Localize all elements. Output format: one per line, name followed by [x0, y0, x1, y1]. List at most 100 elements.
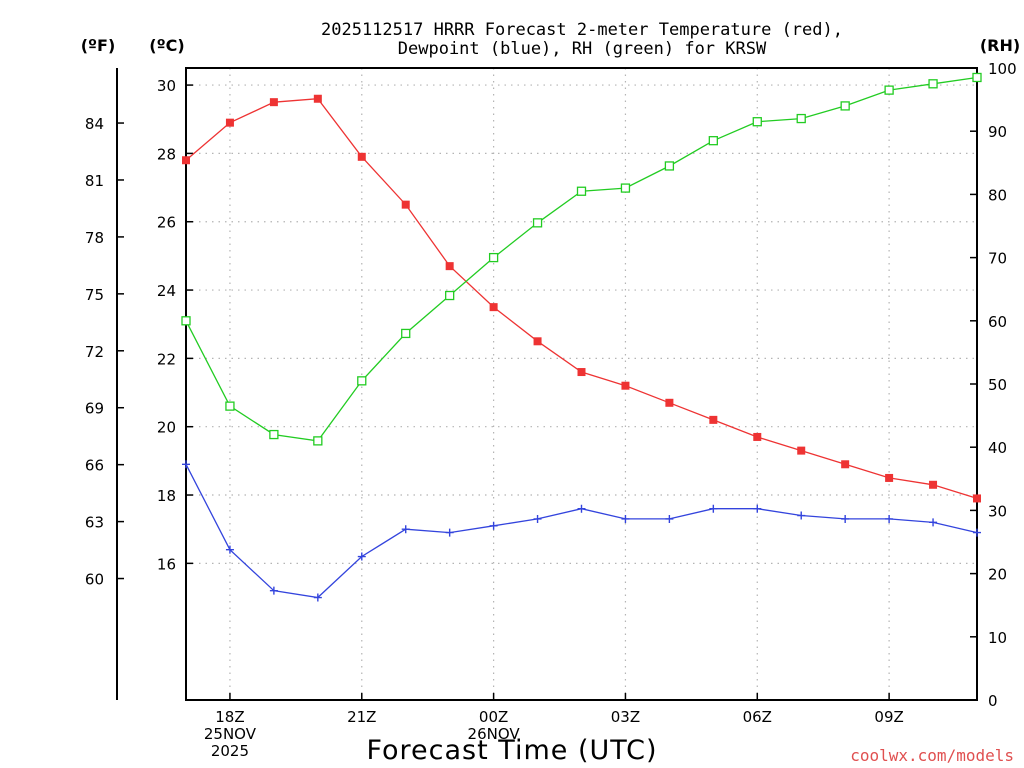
- rh-tick-label: 80: [988, 186, 1007, 204]
- dewpoint-point: [182, 460, 190, 469]
- dewpoint-point: [841, 514, 850, 523]
- celsius-tick-label: 30: [157, 77, 176, 95]
- x-tick-label: 03Z: [611, 708, 640, 726]
- rh-point: [269, 429, 279, 440]
- rh-point: [532, 218, 543, 228]
- grid-lines: [186, 68, 977, 700]
- temperature-point: [753, 432, 762, 441]
- temperature-point: [665, 398, 674, 407]
- dewpoint-point: [621, 514, 630, 523]
- fahrenheit-tick-label: 69: [85, 400, 104, 418]
- rh-tick-label: 0: [988, 692, 998, 710]
- rh-tick-label: 20: [988, 566, 1007, 584]
- rh-point: [620, 183, 631, 193]
- dewpoint-point: [665, 514, 674, 523]
- x-tick-label: 09Z: [874, 708, 903, 726]
- dewpoint-point: [929, 518, 938, 527]
- temperature-point: [709, 415, 718, 424]
- celsius-tick-label: 26: [157, 214, 176, 232]
- temperature-point: [841, 460, 850, 469]
- rh-point: [972, 72, 982, 83]
- temperature-point: [533, 337, 542, 346]
- x-tick-label: 21Z: [347, 708, 376, 726]
- celsius-unit-label: (ºC): [149, 36, 184, 55]
- rh-point: [884, 85, 894, 95]
- x-axis-label: Forecast Time (UTC): [366, 735, 657, 766]
- fahrenheit-tick-label: 60: [85, 571, 104, 589]
- rh-tick-label: 70: [988, 250, 1007, 268]
- celsius-tick-label: 22: [157, 350, 176, 368]
- dewpoint-point: [225, 545, 234, 554]
- rh-tick-label: 10: [988, 629, 1007, 647]
- fahrenheit-unit-label: (ºF): [81, 36, 116, 55]
- temperature-point: [489, 303, 498, 312]
- dewpoint-point: [357, 552, 366, 561]
- celsius-tick-label: 28: [157, 145, 176, 163]
- rh-tick-label: 60: [988, 313, 1007, 331]
- x-tick-label: 06Z: [743, 708, 772, 726]
- dewpoint-point: [797, 511, 806, 520]
- temperature-point: [182, 156, 190, 165]
- rh-unit-label: (RH): [980, 36, 1020, 55]
- rh-point: [488, 252, 499, 263]
- temperature-point: [225, 118, 234, 127]
- temperature-point: [973, 494, 981, 503]
- temperature-point: [929, 480, 938, 489]
- dewpoint-point: [973, 528, 981, 537]
- dewpoint-line: [185, 464, 978, 599]
- x-tick-label: 00Z: [479, 708, 508, 726]
- dewpoint-point: [533, 514, 542, 523]
- temperature-point: [621, 381, 630, 390]
- rh-point: [576, 186, 587, 196]
- chart-title: 2025112517 HRRR Forecast 2-meter Tempera…: [321, 20, 843, 40]
- fahrenheit-tick-label: 84: [85, 115, 104, 133]
- x-tick-label: 2025: [211, 742, 249, 760]
- fahrenheit-tick-label: 63: [85, 514, 104, 532]
- rh-point: [181, 316, 191, 326]
- dewpoint-point: [313, 593, 322, 602]
- dewpoint-point: [885, 514, 894, 523]
- rh-point: [796, 113, 806, 124]
- dewpoint-point: [489, 521, 498, 530]
- temperature-point: [401, 200, 410, 209]
- rh-tick-label: 100: [988, 60, 1017, 78]
- plot-frame: [185, 67, 978, 701]
- fahrenheit-tick-label: 72: [85, 343, 104, 361]
- fahrenheit-tick-label: 66: [85, 457, 104, 475]
- temperature-point: [269, 98, 278, 107]
- fahrenheit-tick-label: 78: [85, 229, 104, 247]
- dewpoint-point: [269, 586, 278, 595]
- temperature-point: [357, 152, 366, 161]
- temperature-point: [797, 446, 806, 455]
- rh-tick-label: 40: [988, 439, 1007, 457]
- rh-point: [664, 161, 675, 171]
- credit-text: coolwx.com/models: [850, 746, 1014, 765]
- rh-point: [445, 290, 455, 301]
- rh-point: [313, 436, 323, 446]
- celsius-tick-label: 24: [157, 282, 176, 300]
- rh-point: [225, 401, 235, 411]
- celsius-tick-label: 16: [157, 555, 176, 573]
- data-series: [181, 72, 982, 602]
- rh-tick-label: 90: [988, 123, 1007, 141]
- fahrenheit-tick-label: 75: [85, 286, 104, 304]
- x-tick-label: 18Z: [215, 708, 244, 726]
- dewpoint-point: [753, 504, 762, 513]
- temperature-point: [313, 94, 322, 103]
- chart-subtitle: Dewpoint (blue), RH (green) for KRSW: [398, 39, 767, 59]
- rh-line: [185, 76, 978, 442]
- x-tick-label: 26NOV: [468, 725, 521, 743]
- rh-point: [401, 328, 411, 339]
- celsius-tick-label: 18: [157, 487, 176, 505]
- dewpoint-point: [577, 504, 586, 513]
- rh-point: [752, 117, 762, 127]
- dewpoint-point: [709, 504, 718, 513]
- temperature-point: [885, 473, 894, 482]
- celsius-tick-label: 20: [157, 419, 176, 437]
- temperature-point: [445, 262, 454, 271]
- fahrenheit-tick-label: 81: [85, 172, 104, 190]
- dewpoint-point: [445, 528, 454, 537]
- rh-point: [928, 79, 938, 89]
